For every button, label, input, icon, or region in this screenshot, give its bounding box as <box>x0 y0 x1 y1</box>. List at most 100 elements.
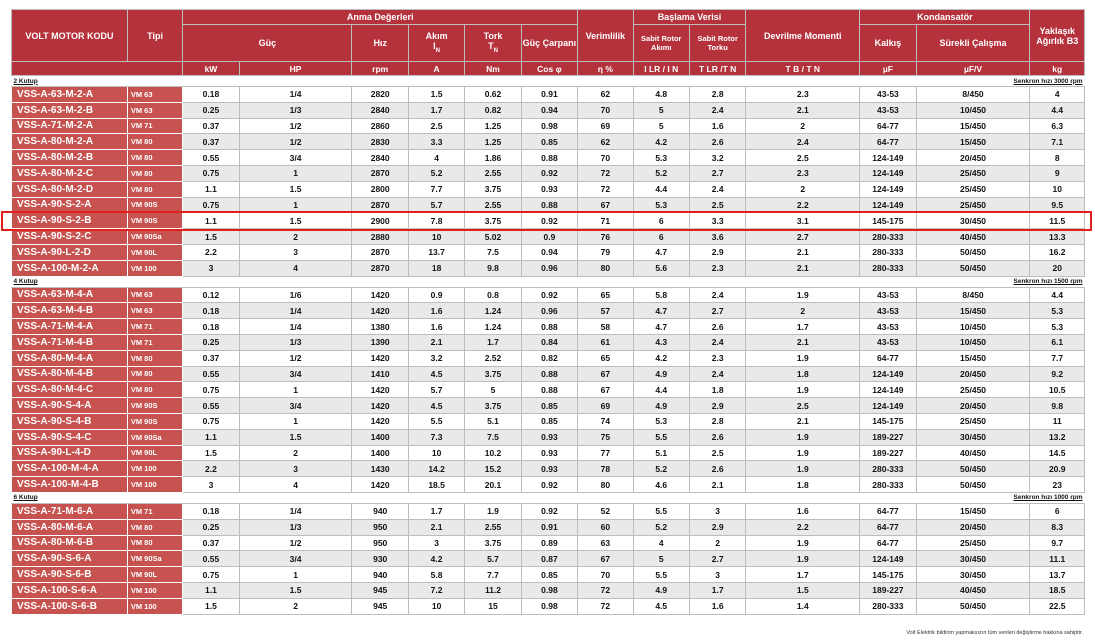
value-cell: 6 <box>1029 502 1085 520</box>
value-cell: 72 <box>577 581 634 599</box>
value-cell: 2.5 <box>688 444 747 462</box>
motor-code-cell: VSS-A-90-S-6-B <box>11 566 128 583</box>
value-cell: 70 <box>577 566 634 583</box>
value-cell: 1420 <box>351 286 409 304</box>
value-cell: 20.1 <box>464 476 522 493</box>
motor-code-cell: VSS-A-63-M-4-B <box>11 302 128 320</box>
motor-type-cell: VM 100 <box>126 597 184 615</box>
value-cell: 2.1 <box>745 259 861 277</box>
value-cell: 20/450 <box>915 365 1031 383</box>
motor-type-cell: VM 90S <box>126 412 184 430</box>
table-row: VSS-A-71-M-6-A VM 71 0.18 1/4 940 1.7 1.9 0.92 5… <box>11 502 1085 520</box>
col-header-run-cap: Sürekli Çalışma <box>915 24 1031 62</box>
value-cell: 2870 <box>351 243 409 261</box>
motor-code-cell: VSS-A-90-L-2-D <box>11 243 128 261</box>
value-cell: 5 <box>632 550 690 568</box>
value-cell: 5.5 <box>632 502 690 520</box>
value-cell: 1.9 <box>745 550 861 568</box>
value-cell: 4.9 <box>632 397 690 414</box>
value-cell: 5.7 <box>464 550 522 568</box>
value-cell: 0.62 <box>464 86 522 103</box>
value-cell: 0.85 <box>520 412 579 430</box>
value-cell: 2 <box>238 444 353 462</box>
motor-code-cell: VSS-A-71-M-4-B <box>11 333 128 351</box>
value-cell: 4.7 <box>632 318 690 335</box>
value-cell: 5.1 <box>632 444 690 462</box>
value-cell: 3.1 <box>745 212 861 230</box>
value-cell: 0.92 <box>520 286 579 304</box>
value-cell: 0.8 <box>464 286 522 304</box>
value-cell: 2.1 <box>407 518 466 536</box>
table-row: VSS-A-90-S-2-C VM 90Sa 1.5 2 2880 10 5.02 0.9 76… <box>11 228 1085 245</box>
value-cell: 4.2 <box>632 349 690 367</box>
value-cell: 64-77 <box>859 502 917 520</box>
value-cell: 6.3 <box>1029 117 1085 135</box>
value-cell: 4.4 <box>1029 101 1085 119</box>
value-cell: 0.18 <box>182 502 240 520</box>
value-cell: 1390 <box>351 333 409 351</box>
col-header-power-factor: Güç Çarpanı <box>520 24 579 62</box>
value-cell: 80 <box>577 476 634 493</box>
value-cell: 5.6 <box>632 259 690 277</box>
value-cell: 8 <box>1029 149 1085 166</box>
value-cell: 7.5 <box>464 243 522 261</box>
value-cell: 2.8 <box>688 412 747 430</box>
value-cell: 1.9 <box>745 286 861 304</box>
value-cell: 2.1 <box>745 243 861 261</box>
value-cell: 52 <box>577 502 634 520</box>
value-cell: 72 <box>577 164 634 182</box>
value-cell: 62 <box>577 133 634 151</box>
value-cell: 1.8 <box>688 381 747 399</box>
value-cell: 1 <box>238 164 353 182</box>
col-header-weight: Yaklaşık Ağırlık B3 <box>1029 9 1085 62</box>
motor-type-cell: VM 80 <box>126 518 184 536</box>
value-cell: 11.5 <box>1029 212 1085 230</box>
value-cell: 76 <box>577 228 634 245</box>
value-cell: 1.7 <box>745 566 861 583</box>
value-cell: 5.7 <box>407 381 466 399</box>
value-cell: 145-175 <box>859 212 917 230</box>
value-cell: 20/450 <box>915 149 1031 166</box>
table-row: VSS-A-90-S-2-B VM 90S 1.1 1.5 2900 7.8 3.75 0.9… <box>11 212 1085 230</box>
table-row: VSS-A-80-M-4-A VM 80 0.37 1/2 1420 3.2 2.52 0.8… <box>11 349 1085 367</box>
section-row: 4 Kutup Senkron hızı 1500 rpm <box>11 275 1085 288</box>
value-cell: 0.18 <box>182 86 240 103</box>
value-cell: 0.88 <box>520 318 579 335</box>
group-header-capacitor: Kondansatör <box>859 9 1031 25</box>
unit-label: A <box>407 61 466 76</box>
value-cell: 15 <box>464 597 522 615</box>
value-cell: 0.18 <box>182 318 240 335</box>
motor-type-cell: VM 71 <box>126 318 184 335</box>
motor-type-cell: VM 90L <box>126 444 184 462</box>
value-cell: 0.55 <box>182 149 240 166</box>
value-cell: 2.1 <box>745 101 861 119</box>
value-cell: 0.87 <box>520 550 579 568</box>
value-cell: 43-53 <box>859 86 917 103</box>
value-cell: 78 <box>577 460 634 478</box>
unit-label: rpm <box>351 61 409 76</box>
value-cell: 3 <box>688 566 747 583</box>
value-cell: 30/450 <box>915 428 1031 446</box>
motor-type-cell: VM 100 <box>126 259 184 277</box>
value-cell: 0.85 <box>520 397 579 414</box>
value-cell: 1.86 <box>464 149 522 166</box>
motor-code-cell: VSS-A-90-S-4-B <box>11 412 128 430</box>
motor-code-cell: VSS-A-90-S-2-A <box>11 196 128 214</box>
value-cell: 124-149 <box>859 381 917 399</box>
value-cell: 2.7 <box>688 302 747 320</box>
value-cell: 65 <box>577 286 634 304</box>
value-cell: 2.55 <box>464 518 522 536</box>
table-row: VSS-A-63-M-4-A VM 63 0.12 1/6 1420 0.9 0.8 0.92… <box>11 286 1085 304</box>
value-cell: 2.2 <box>182 243 240 261</box>
value-cell: 2.5 <box>407 117 466 135</box>
value-cell: 189-227 <box>859 428 917 446</box>
value-cell: 3 <box>182 476 240 493</box>
value-cell: 1.9 <box>745 444 861 462</box>
value-cell: 2.55 <box>464 196 522 214</box>
value-cell: 2.6 <box>688 133 747 151</box>
value-cell: 7.7 <box>1029 349 1085 367</box>
value-cell: 4.4 <box>632 180 690 198</box>
value-cell: 4.9 <box>632 581 690 599</box>
current-sub: N <box>435 47 441 54</box>
value-cell: 145-175 <box>859 566 917 583</box>
